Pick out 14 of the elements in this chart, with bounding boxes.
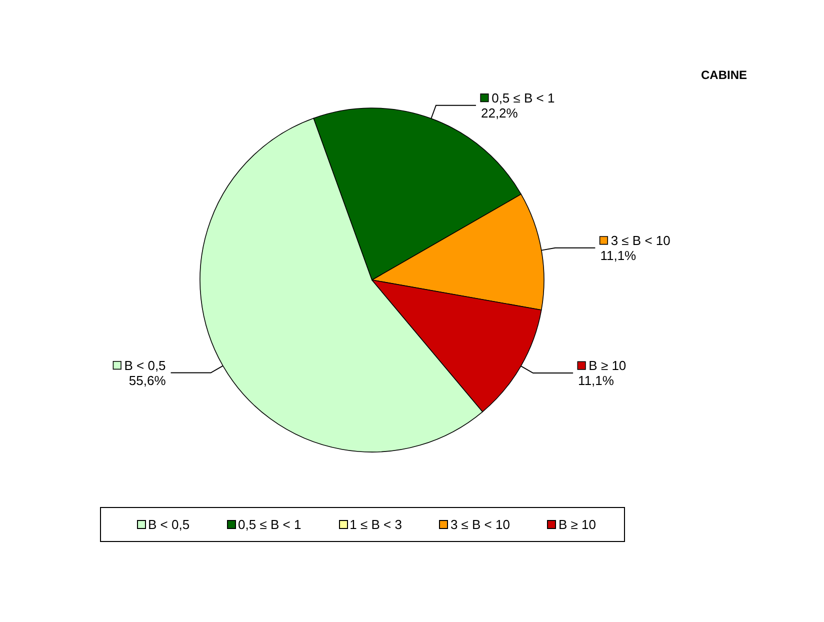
- legend-label: 1 ≤ B < 3: [350, 517, 402, 532]
- data-label: 22,2%: [480, 105, 518, 120]
- legend-label: 3 ≤ B < 10: [607, 232, 670, 248]
- legend-label: B ≥ 10: [585, 358, 626, 374]
- category-label: 0,5 ≤ B < 1: [238, 517, 302, 532]
- category-label: 3 ≤ B < 10: [450, 517, 510, 532]
- legend-label: B < 0,5: [120, 358, 166, 373]
- text: CABINE: [701, 68, 748, 82]
- category-label: B ≥ 10: [558, 517, 596, 532]
- category-label: B < 0,5: [148, 517, 190, 532]
- data-label: 11,1%: [578, 373, 614, 388]
- data-label: 11,1%: [600, 248, 637, 263]
- data-label: 55,6%: [128, 372, 166, 388]
- legend-label: 0,5 ≤ B < 1: [488, 90, 555, 106]
